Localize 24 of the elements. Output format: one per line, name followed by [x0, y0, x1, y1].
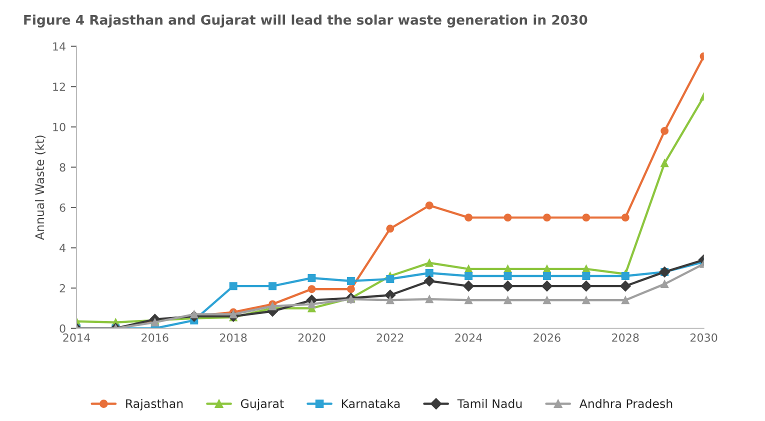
y-tick-label: 4 — [60, 244, 66, 252]
x-tick-label: 2016 — [142, 333, 168, 342]
x-tick-label: 2030 — [690, 333, 718, 342]
y-axis-title: Annual Waste (kt) — [34, 136, 46, 240]
x-tick-label: 2022 — [376, 333, 404, 342]
legend-label: Rajasthan — [126, 398, 183, 410]
y-tick-label: 6 — [60, 203, 66, 212]
y-tick-label: 12 — [53, 82, 65, 91]
legend-label: Gujarat — [240, 398, 284, 410]
x-tick-label: 2024 — [455, 333, 482, 342]
legend-label: Karnataka — [342, 398, 400, 408]
y-tick-label: 10 — [53, 122, 66, 132]
y-tick-label: 14 — [53, 42, 66, 51]
chart-title: Figure 4 Rajasthan and Gujarat will lead the solar waste generation in 2030 — [24, 14, 588, 28]
x-tick-label: 2020 — [298, 333, 326, 342]
legend-label: Tamil Nadu — [457, 398, 522, 408]
y-tick-label: 2 — [60, 284, 65, 292]
x-tick-label: 2014 — [63, 333, 90, 342]
x-tick-label: 2018 — [220, 333, 247, 342]
legend-label: Andhra Pradesh — [579, 398, 672, 408]
x-tick-label: 2028 — [612, 333, 639, 342]
y-tick-label: 8 — [60, 163, 66, 172]
y-tick-label: 0 — [60, 324, 66, 333]
x-tick-label: 2026 — [534, 333, 560, 342]
